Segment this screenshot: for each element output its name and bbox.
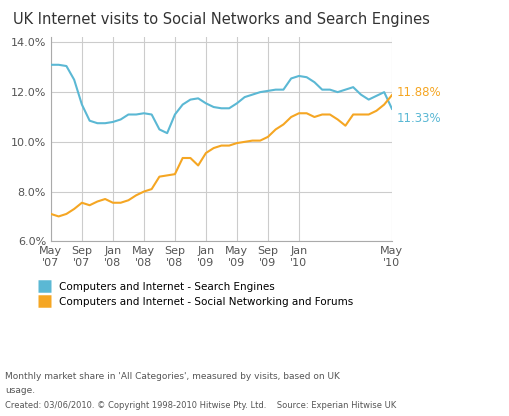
Text: 11.88%: 11.88% — [397, 86, 441, 99]
Text: usage.: usage. — [5, 386, 35, 395]
Text: Created: 03/06/2010. © Copyright 1998-2010 Hitwise Pty. Ltd.    Source: Experian: Created: 03/06/2010. © Copyright 1998-20… — [5, 401, 397, 410]
Text: 11.33%: 11.33% — [397, 112, 441, 125]
Title: UK Internet visits to Social Networks and Search Engines: UK Internet visits to Social Networks an… — [13, 12, 430, 27]
Legend: Computers and Internet - Search Engines, Computers and Internet - Social Network: Computers and Internet - Search Engines,… — [34, 278, 357, 312]
Text: Monthly market share in 'All Categories', measured by visits, based on UK: Monthly market share in 'All Categories'… — [5, 371, 340, 381]
